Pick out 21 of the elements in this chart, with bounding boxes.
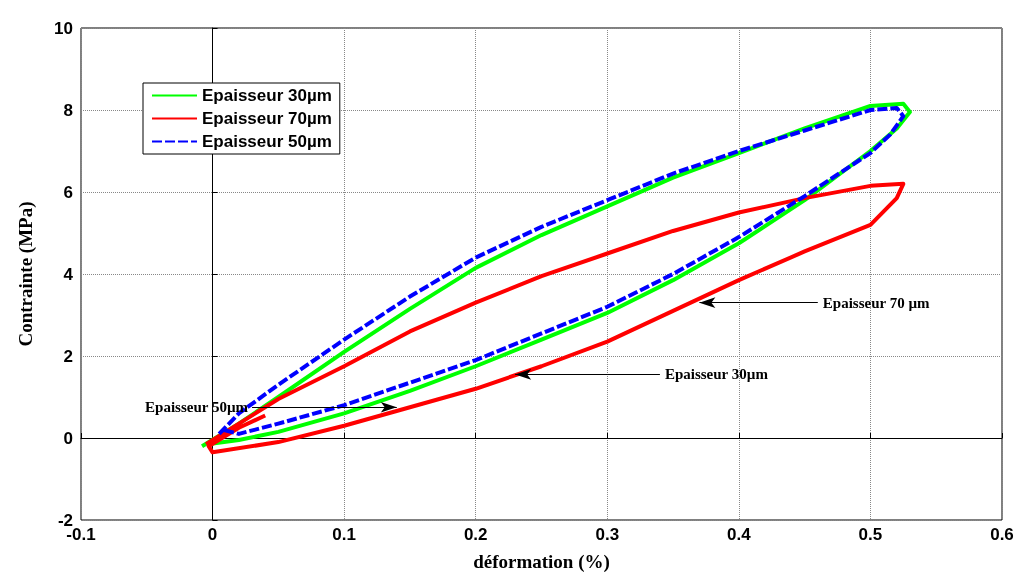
x-tick-label: 0.6 <box>990 525 1014 544</box>
y-tick-label: 4 <box>63 264 74 284</box>
annotation: Epaisseur 30µm <box>664 366 769 383</box>
x-tick-label: 0.5 <box>858 525 883 544</box>
legend-label: Epaisseur 30µm <box>202 86 332 105</box>
legend-label: Epaisseur 50µm <box>202 132 332 151</box>
x-tick-label: 0.1 <box>332 525 356 544</box>
y-tick-label: 8 <box>63 100 73 120</box>
y-axis-title: Contrainte (MPa) <box>15 201 37 347</box>
y-tick-label: 6 <box>63 182 73 202</box>
y-tick-label: 10 <box>54 18 73 38</box>
legend-label: Epaisseur 70µm <box>202 109 332 128</box>
annotation: Epaisseur 50µm <box>145 399 249 416</box>
x-tick-label: 0.4 <box>727 525 752 544</box>
x-tick-label: 0.2 <box>463 525 488 544</box>
annotation: Epaisseur 70 µm <box>822 294 931 311</box>
x-tick-label: 0 <box>207 525 218 544</box>
x-tick-label: 0.3 <box>595 525 620 544</box>
y-tick-label: 0 <box>63 428 73 448</box>
y-tick-label: 2 <box>63 346 73 366</box>
x-axis-title: déformation (%) <box>473 551 610 573</box>
